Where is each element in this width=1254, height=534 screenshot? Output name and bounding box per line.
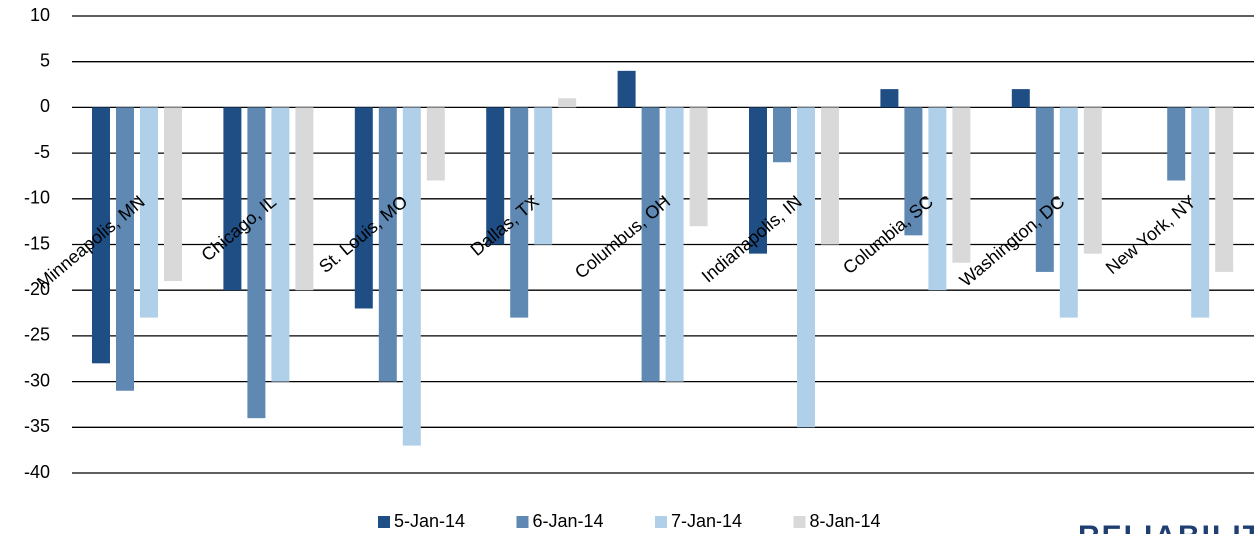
y-tick-label: -10	[24, 188, 50, 208]
y-tick-label: -20	[24, 279, 50, 299]
bar	[797, 107, 815, 428]
y-tick-label: -5	[34, 142, 50, 162]
bar	[92, 107, 110, 364]
bar	[1035, 107, 1054, 272]
legend-label: 5-Jan-14	[394, 511, 465, 531]
bar	[952, 107, 971, 263]
y-tick-label: 5	[40, 50, 50, 70]
bar	[295, 107, 314, 291]
y-tick-label: 10	[30, 5, 50, 25]
bar	[928, 107, 947, 291]
bar	[116, 107, 134, 391]
bar	[665, 107, 684, 382]
bar	[773, 107, 791, 163]
legend-label: 8-Jan-14	[810, 511, 881, 531]
logo: RELIABILITY	[1078, 520, 1254, 534]
bar	[1167, 107, 1186, 181]
bar	[426, 107, 445, 181]
bar	[689, 107, 708, 227]
bar	[1083, 107, 1102, 254]
legend-label: 7-Jan-14	[671, 511, 742, 531]
y-tick-label: 0	[40, 96, 50, 116]
legend-swatch	[793, 516, 806, 528]
legend-swatch	[516, 516, 529, 528]
bar	[534, 107, 553, 245]
bar	[1059, 107, 1078, 318]
bar	[641, 107, 660, 382]
y-tick-label: -40	[24, 462, 50, 482]
legend-swatch	[378, 516, 390, 528]
legend-label: 6-Jan-14	[533, 511, 604, 531]
bar	[140, 107, 158, 318]
bar	[223, 107, 242, 291]
y-tick-label: -35	[24, 416, 50, 436]
bar	[749, 107, 767, 254]
bar	[617, 70, 636, 108]
bar	[164, 107, 182, 282]
y-tick-label: -25	[24, 325, 50, 345]
bar	[486, 107, 505, 245]
bar	[510, 107, 529, 318]
y-tick-label: -15	[24, 233, 50, 253]
bar	[1011, 89, 1030, 108]
bar	[354, 107, 373, 309]
bar	[271, 107, 290, 382]
y-tick-label: -30	[24, 370, 50, 390]
bar	[1215, 107, 1234, 272]
legend-swatch	[655, 516, 667, 528]
bar	[821, 107, 839, 245]
bar	[247, 107, 266, 419]
bar	[904, 107, 923, 236]
x-tick-label: Dallas, TX	[467, 191, 543, 259]
bar	[558, 98, 577, 108]
bar	[880, 89, 899, 108]
bar	[1191, 107, 1210, 318]
bar	[378, 107, 397, 382]
bar	[402, 107, 421, 446]
x-tick-label: New York, NY	[1102, 191, 1200, 278]
